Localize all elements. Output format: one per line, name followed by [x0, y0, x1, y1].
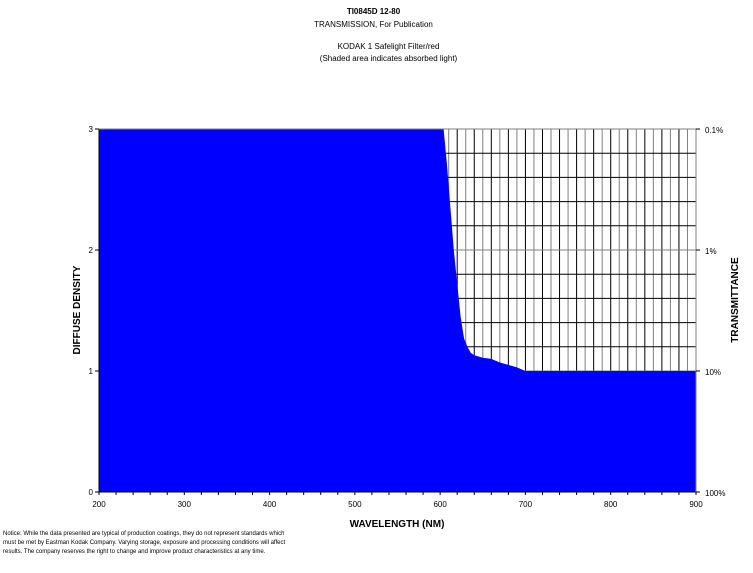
y-tick-label: 1	[89, 367, 94, 376]
y2-tick-label: 0.1%	[705, 126, 723, 135]
notice-text: Notice: While the data presented are typ…	[3, 530, 383, 557]
absorption-area	[99, 129, 696, 492]
x-tick-label: 400	[263, 500, 277, 509]
notice-line-2: must be met by Eastman Kodak Company. Va…	[3, 540, 286, 546]
x-tick-label: 600	[433, 500, 447, 509]
y-axis-label: DIFFUSE DENSITY	[72, 265, 83, 354]
notice-line-3: results. The company reserves the right …	[3, 549, 266, 555]
y-tick-label: 0	[89, 488, 94, 497]
x-tick-label: 500	[348, 500, 362, 509]
y-tick-label: 3	[89, 125, 94, 134]
x-tick-label: 200	[92, 500, 106, 509]
y2-tick-label: 100%	[705, 489, 725, 498]
x-axis-label: WAVELENGTH (NM)	[350, 519, 445, 530]
doc-subtitle: TRANSMISSION, For Publication	[314, 20, 433, 29]
y2-tick-label: 10%	[705, 368, 721, 377]
axes: 200 300 400 500 600 700 800 900 0 1 2 3 0.1% 1% 10% 100…	[89, 125, 726, 509]
notice-line-1: Notice: While the data presented are typ…	[3, 531, 285, 537]
y-tick-label: 2	[89, 246, 94, 255]
x-tick-label: 900	[689, 500, 703, 509]
chart-title: KODAK 1 Safelight Filter/red	[337, 42, 440, 51]
chart-note: (Shaded area indicates absorbed light)	[319, 54, 458, 63]
x-tick-label: 700	[519, 500, 533, 509]
y2-axis-label: TRANSMITTANCE	[730, 257, 741, 343]
y2-tick-label: 1%	[705, 247, 717, 256]
doc-code: TI0845D 12-80	[346, 7, 401, 16]
x-tick-label: 800	[604, 500, 618, 509]
x-tick-label: 300	[178, 500, 192, 509]
